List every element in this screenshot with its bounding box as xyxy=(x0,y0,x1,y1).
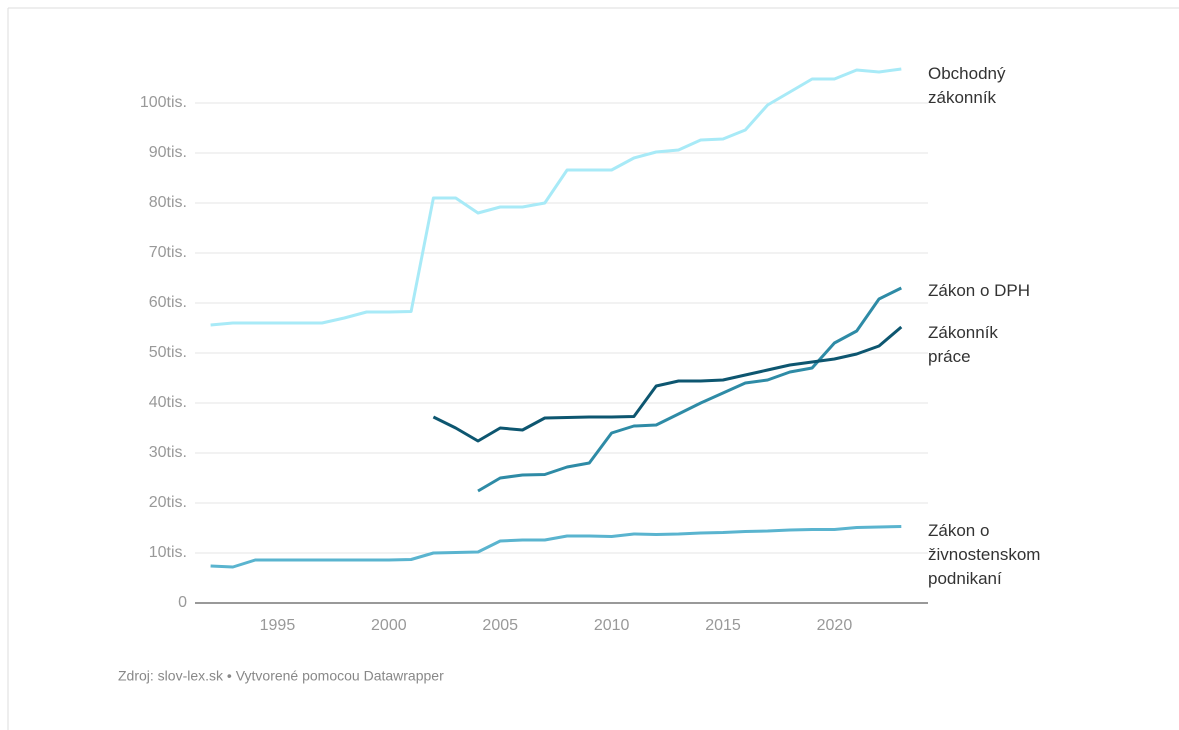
x-tick-label: 2005 xyxy=(482,617,518,634)
x-tick-label: 2015 xyxy=(705,617,741,634)
series-label: Obchodný zákonník xyxy=(928,64,1006,107)
y-tick-label: 20tis. xyxy=(149,494,187,511)
y-tick-label: 90tis. xyxy=(149,144,187,161)
series-label: Zákon o živnostenskom podnikaní xyxy=(928,521,1041,588)
y-tick-label: 30tis. xyxy=(149,444,187,461)
series-line xyxy=(210,525,902,569)
x-tick-label: 2010 xyxy=(594,617,630,634)
series-label: Zákon o DPH xyxy=(928,281,1031,300)
x-tick-label: 1995 xyxy=(260,617,296,634)
series-line xyxy=(477,286,902,493)
y-tick-label: 70tis. xyxy=(149,244,187,261)
y-tick-label: 100tis. xyxy=(140,94,187,111)
x-tick-label: 2000 xyxy=(371,617,407,634)
series-line xyxy=(432,325,903,443)
y-tick-label: 10tis. xyxy=(149,544,187,561)
series-line xyxy=(210,67,902,327)
y-tick-label: 50tis. xyxy=(149,344,187,361)
source: Zdroj: slov-lex.sk • Vytvorené pomocou D… xyxy=(118,668,444,684)
y-tick-label: 60tis. xyxy=(149,294,187,311)
y-tick-label: 40tis. xyxy=(149,394,187,411)
series-label: Zákonník práce xyxy=(928,323,998,366)
y-tick-label: 0 xyxy=(178,594,187,611)
x-tick-label: 2020 xyxy=(817,617,853,634)
y-tick-label: 80tis. xyxy=(149,194,187,211)
